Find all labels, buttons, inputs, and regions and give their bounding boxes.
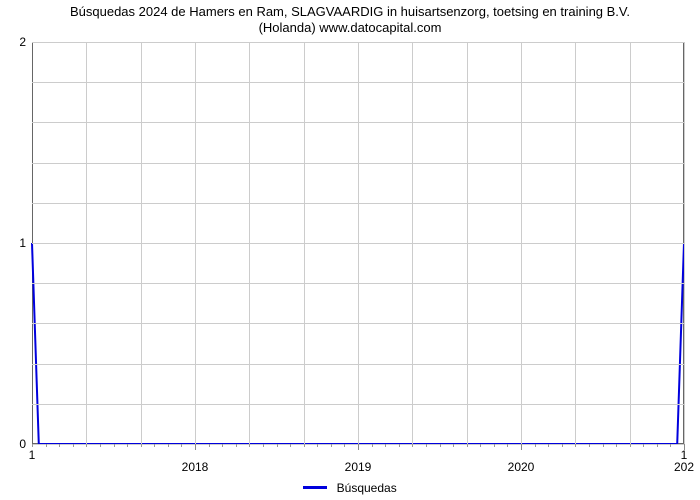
x-minor-tick — [154, 444, 155, 447]
gridline-vertical — [195, 42, 196, 444]
title-line2: (Holanda) www.datocapital.com — [259, 20, 442, 35]
x-minor-tick — [372, 444, 373, 447]
x-minor-tick — [548, 444, 549, 447]
x-minor-tick — [385, 444, 386, 447]
x-tick-label: 202 — [674, 460, 694, 474]
gridline-vertical — [141, 42, 142, 444]
x-tick-label: 2019 — [345, 460, 372, 474]
x-minor-tick — [453, 444, 454, 447]
gridline-vertical — [575, 42, 576, 444]
x-secondary-label: 1 — [681, 448, 688, 462]
x-minor-tick — [670, 444, 671, 447]
gridline-vertical — [412, 42, 413, 444]
gridline-vertical — [467, 42, 468, 444]
legend-swatch — [303, 486, 327, 489]
x-minor-tick — [643, 444, 644, 447]
legend: Búsquedas — [0, 480, 700, 495]
x-secondary-label: 1 — [29, 448, 36, 462]
x-minor-tick — [304, 444, 305, 447]
legend-label: Búsquedas — [337, 481, 397, 495]
x-minor-tick — [589, 444, 590, 447]
x-minor-tick — [46, 444, 47, 447]
x-minor-tick — [575, 444, 576, 447]
x-minor-tick — [127, 444, 128, 447]
x-minor-tick — [426, 444, 427, 447]
x-minor-tick — [603, 444, 604, 447]
x-tick-label: 2018 — [182, 460, 209, 474]
x-minor-tick — [290, 444, 291, 447]
x-minor-tick — [467, 444, 468, 447]
gridline-vertical — [249, 42, 250, 444]
x-minor-tick — [616, 444, 617, 447]
x-minor-tick — [317, 444, 318, 447]
x-minor-tick — [412, 444, 413, 447]
x-minor-tick — [535, 444, 536, 447]
x-minor-tick — [222, 444, 223, 447]
x-minor-tick — [236, 444, 237, 447]
x-minor-tick — [331, 444, 332, 447]
x-minor-tick — [59, 444, 60, 447]
gridline-vertical — [630, 42, 631, 444]
gridline-vertical — [86, 42, 87, 444]
x-major-tick — [521, 444, 522, 450]
x-minor-tick — [181, 444, 182, 447]
x-minor-tick — [141, 444, 142, 447]
y-tick-label: 1 — [19, 236, 26, 250]
y-tick-label: 0 — [19, 437, 26, 451]
title-line1: Búsquedas 2024 de Hamers en Ram, SLAGVAA… — [70, 4, 630, 19]
gridline-vertical — [358, 42, 359, 444]
gridline-vertical — [304, 42, 305, 444]
x-minor-tick — [100, 444, 101, 447]
x-minor-tick — [249, 444, 250, 447]
y-tick-label: 2 — [19, 35, 26, 49]
x-minor-tick — [562, 444, 563, 447]
x-major-tick — [358, 444, 359, 450]
chart-container: Búsquedas 2024 de Hamers en Ram, SLAGVAA… — [0, 0, 700, 500]
x-minor-tick — [168, 444, 169, 447]
x-minor-tick — [440, 444, 441, 447]
x-major-tick — [195, 444, 196, 450]
x-minor-tick — [32, 444, 33, 447]
x-minor-tick — [277, 444, 278, 447]
x-minor-tick — [494, 444, 495, 447]
x-minor-tick — [73, 444, 74, 447]
x-minor-tick — [657, 444, 658, 447]
x-minor-tick — [480, 444, 481, 447]
x-tick-label: 2020 — [508, 460, 535, 474]
x-minor-tick — [209, 444, 210, 447]
gridline-vertical — [521, 42, 522, 444]
x-minor-tick — [507, 444, 508, 447]
x-minor-tick — [86, 444, 87, 447]
x-minor-tick — [263, 444, 264, 447]
gridline-vertical — [684, 42, 685, 444]
chart-title: Búsquedas 2024 de Hamers en Ram, SLAGVAA… — [0, 4, 700, 37]
x-minor-tick — [630, 444, 631, 447]
plot-area: 01220182019202020211 — [32, 42, 684, 444]
x-minor-tick — [114, 444, 115, 447]
x-minor-tick — [399, 444, 400, 447]
x-minor-tick — [344, 444, 345, 447]
